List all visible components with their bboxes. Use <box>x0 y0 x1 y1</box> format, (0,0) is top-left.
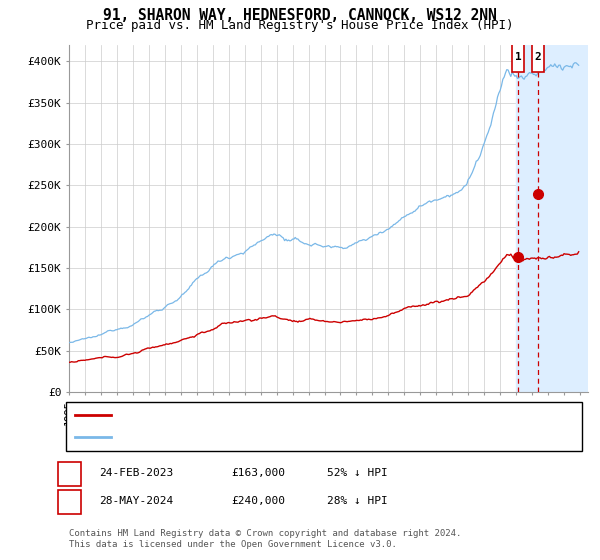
Text: 2: 2 <box>66 496 73 506</box>
FancyBboxPatch shape <box>512 43 524 72</box>
Text: £240,000: £240,000 <box>231 496 285 506</box>
Text: 52% ↓ HPI: 52% ↓ HPI <box>327 468 388 478</box>
Text: Price paid vs. HM Land Registry's House Price Index (HPI): Price paid vs. HM Land Registry's House … <box>86 19 514 32</box>
Text: 91, SHARON WAY, HEDNESFORD, CANNOCK, WS12 2NN: 91, SHARON WAY, HEDNESFORD, CANNOCK, WS1… <box>103 8 497 24</box>
Text: £163,000: £163,000 <box>231 468 285 478</box>
Text: 1: 1 <box>66 468 73 478</box>
Text: 28-MAY-2024: 28-MAY-2024 <box>99 496 173 506</box>
Text: 2: 2 <box>535 52 541 62</box>
Text: 91, SHARON WAY, HEDNESFORD, CANNOCK, WS12 2NN (detached house): 91, SHARON WAY, HEDNESFORD, CANNOCK, WS1… <box>117 410 505 421</box>
Text: Contains HM Land Registry data © Crown copyright and database right 2024.
This d: Contains HM Land Registry data © Crown c… <box>69 529 461 549</box>
Text: HPI: Average price, detached house, Cannock Chase: HPI: Average price, detached house, Cann… <box>117 432 423 442</box>
Text: 1: 1 <box>515 52 521 62</box>
FancyBboxPatch shape <box>532 43 544 72</box>
Text: 28% ↓ HPI: 28% ↓ HPI <box>327 496 388 506</box>
Text: 24-FEB-2023: 24-FEB-2023 <box>99 468 173 478</box>
Bar <box>516 45 588 392</box>
